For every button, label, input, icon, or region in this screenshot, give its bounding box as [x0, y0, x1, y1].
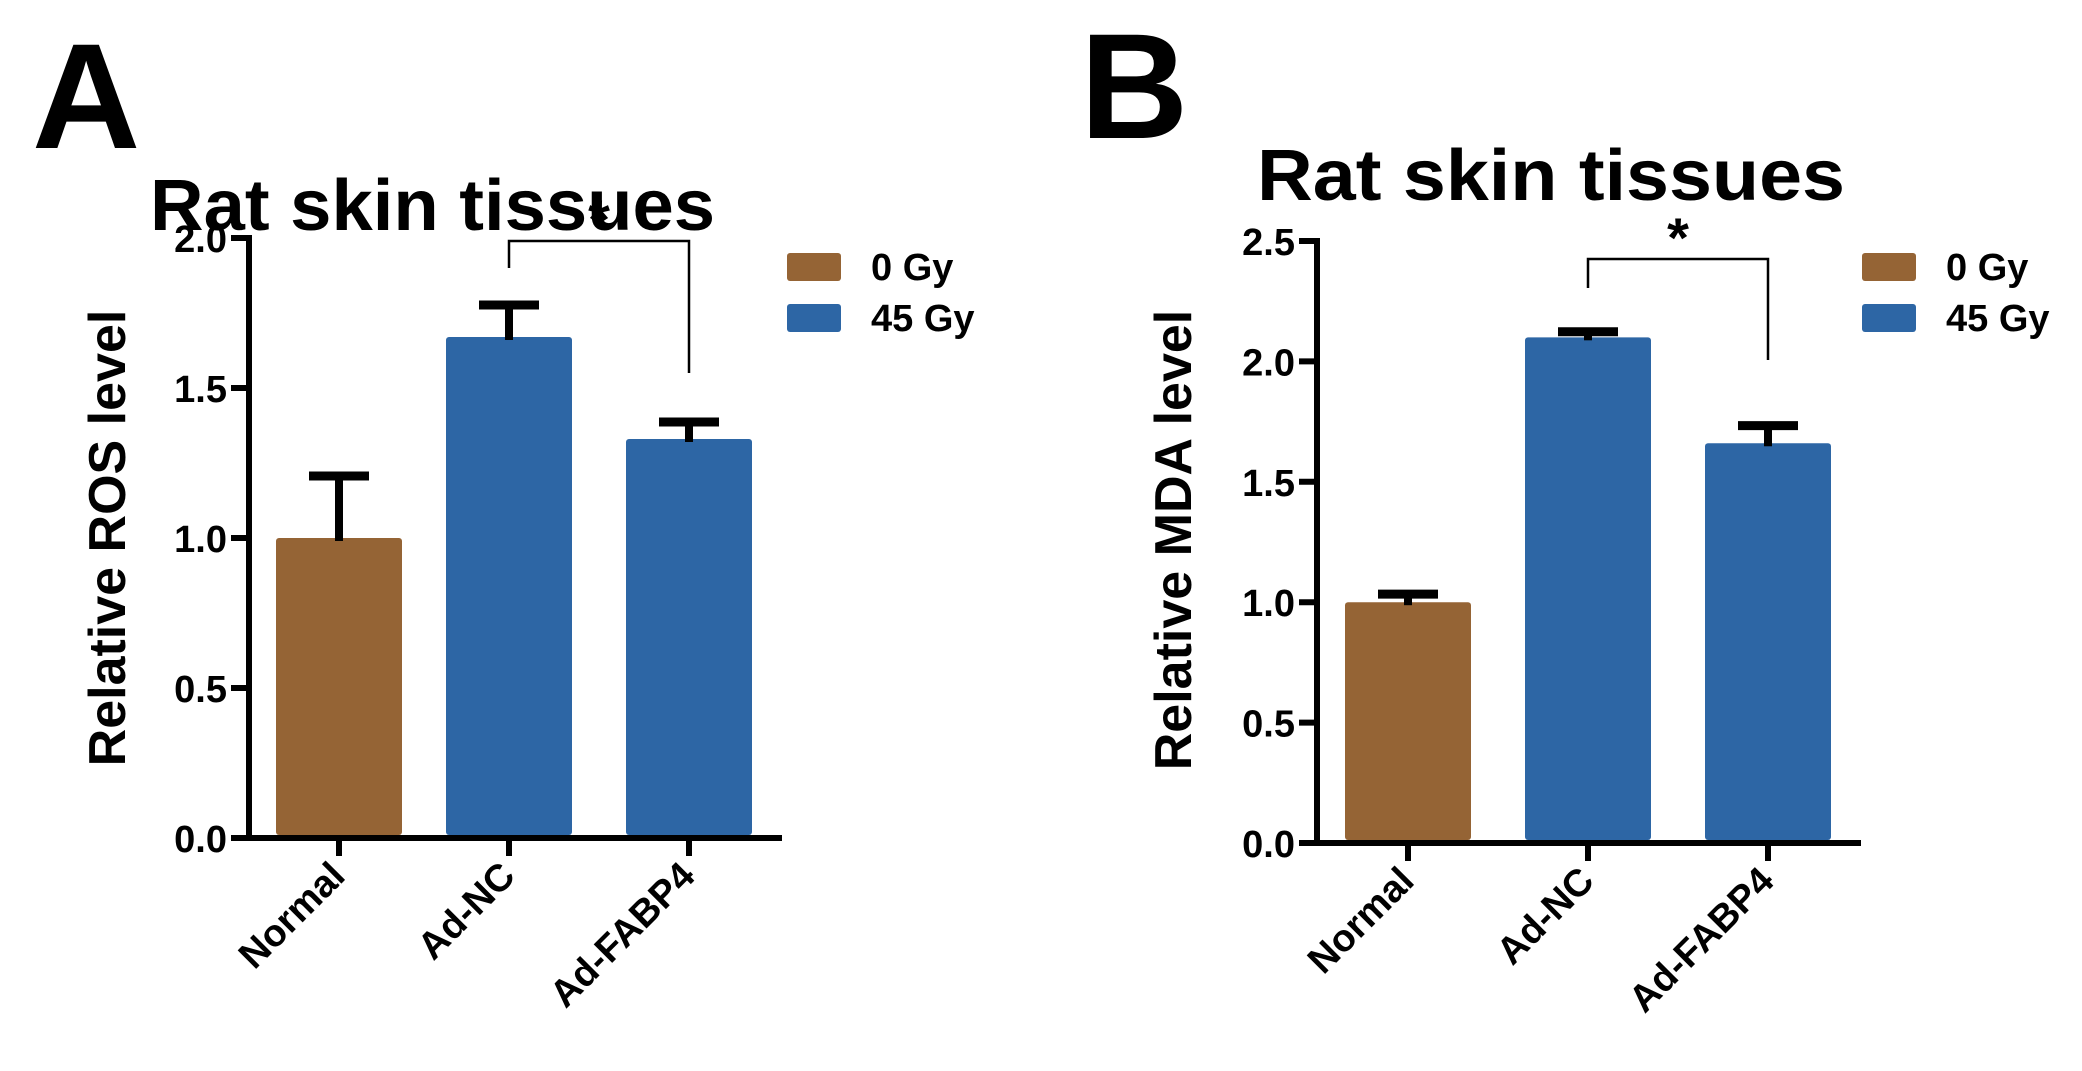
- panel-letter: A: [32, 12, 140, 180]
- bar-ad-nc: [1525, 337, 1651, 840]
- x-tick-label: Normal: [231, 855, 353, 977]
- x-tick-label: Ad-FABP4: [542, 855, 703, 1016]
- legend-swatch: [1862, 253, 1916, 281]
- significance-bracket: [1586, 257, 1770, 360]
- legend-label: 0 Gy: [871, 247, 953, 289]
- bar-normal: [1345, 602, 1471, 840]
- y-tick-label: 1.5: [1242, 463, 1295, 505]
- x-tick-label: Normal: [1300, 860, 1422, 982]
- y-axis-label: Relative ROS level: [79, 310, 137, 767]
- y-tick-label: 0.5: [1242, 704, 1295, 746]
- legend-label: 0 Gy: [1946, 247, 2028, 289]
- y-tick-label: 0.5: [174, 669, 227, 711]
- bar-ad-nc: [446, 337, 572, 835]
- legend-swatch: [1862, 304, 1916, 332]
- panel-letter: B: [1080, 2, 1188, 170]
- significance-marker: *: [1667, 206, 1689, 269]
- legend-swatch: [787, 304, 841, 332]
- legend-label: 45 Gy: [1946, 298, 2050, 340]
- chart-title: Rat skin tissues: [1257, 136, 1845, 216]
- chart-panel-b: B Rat skin tissues Relative MDA level 0.0 0.…: [1080, 2, 2050, 1021]
- y-tick-label: 1.0: [1242, 583, 1295, 625]
- x-tick-label: Ad-NC: [1489, 860, 1602, 973]
- bar-normal: [276, 538, 402, 835]
- y-axis-label: Relative MDA level: [1145, 310, 1203, 770]
- y-tick-label: 1.0: [174, 519, 227, 561]
- legend-swatch: [787, 253, 841, 281]
- significance-marker: *: [588, 188, 610, 251]
- x-tick-label: Ad-FABP4: [1621, 860, 1782, 1021]
- y-tick-label: 2.0: [1242, 342, 1295, 384]
- x-tick-label: Ad-NC: [410, 855, 523, 968]
- significance-bracket: [507, 239, 691, 373]
- y-tick-label: 0.0: [1242, 824, 1295, 866]
- y-tick-label: 2.5: [1242, 222, 1295, 264]
- y-tick-label: 0.0: [174, 819, 227, 861]
- y-tick-label: 2.0: [174, 219, 227, 261]
- bar-ad-fabp4: [1705, 443, 1831, 840]
- legend-label: 45 Gy: [871, 298, 975, 340]
- y-tick-label: 1.5: [174, 369, 227, 411]
- chart-title: Rat skin tissues: [150, 166, 715, 246]
- bar-ad-fabp4: [626, 439, 752, 835]
